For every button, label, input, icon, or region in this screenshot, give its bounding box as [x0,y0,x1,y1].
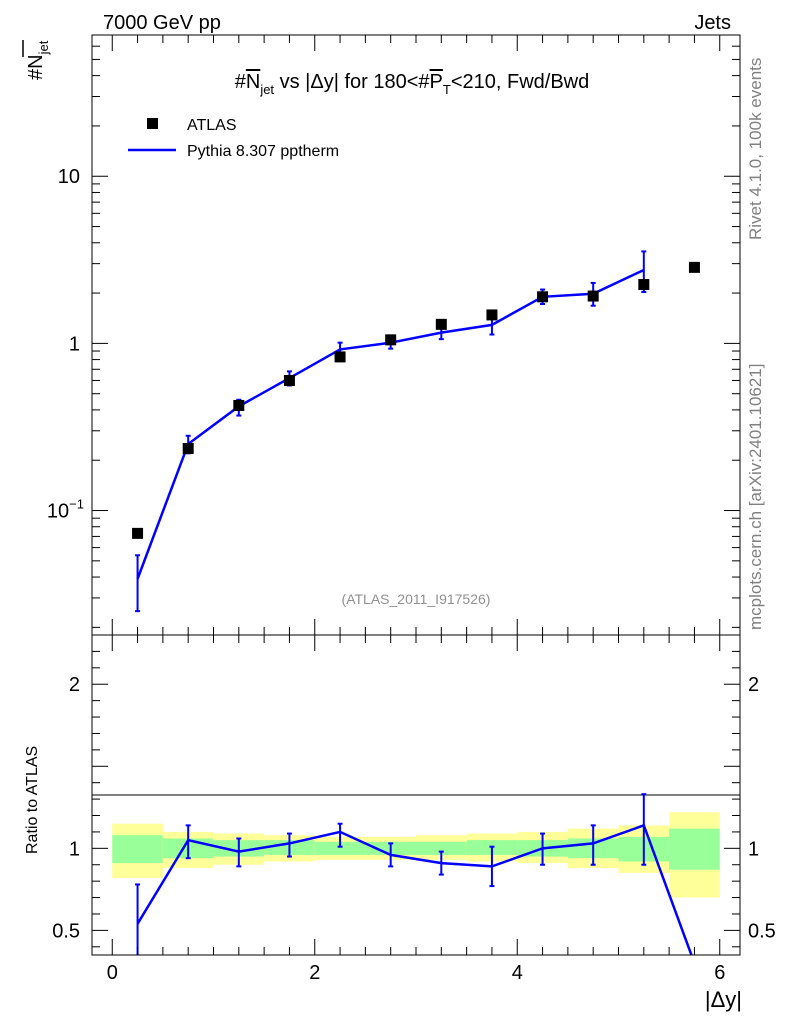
atlas-data-point [638,279,650,291]
mc-curve-main [135,250,647,613]
main-title: #Njet vs |Δy| for 180<#PT<210, Fwd/Bwd [235,71,590,97]
legend-atlas-marker [147,118,158,129]
mc-curve-ratio [135,793,693,955]
ratio-y-tick-label: 1 [69,838,80,860]
ratio-y-tick-label: 2 [69,674,80,696]
analysis-reference: (ATLAS_2011_I917526) [342,591,491,607]
ratio-y-tick-label-right: 0.5 [748,920,776,942]
category-label: Jets [694,12,731,34]
x-tick-label: 2 [309,962,320,984]
x-tick-label: 0 [107,962,118,984]
atlas-data-point [486,309,498,321]
atlas-data-point [688,261,700,273]
ratio-band-inner [112,835,163,864]
atlas-data-point [587,290,599,302]
x-tick-label: 6 [714,962,725,984]
mc-line [136,268,645,580]
legend-atlas-label: ATLAS [187,117,237,134]
x-axis-label: |Δy| [705,987,742,1012]
x-tick-label: 4 [512,962,523,984]
main-ylabel: #Njet [25,40,51,80]
atlas-data-point [435,318,447,330]
main-y-tick-label: 10 [58,166,80,188]
ratio-band-inner [669,828,720,870]
atlas-data-point [132,527,144,539]
legend: ATLAS Pythia 8.307 pptherm [128,117,339,160]
mcplots-label: mcplots.cern.ch [arXiv:2401.10621] [746,364,765,630]
atlas-data-point [385,334,397,346]
ratio-panel: 0.5 0.5 1 1 2 2 0 2 4 6 Ratio to ATLAS |Δy| [24,634,776,1012]
atlas-data-point [334,351,346,363]
legend-pythia-label: Pythia 8.307 pptherm [187,143,339,160]
title-n-overline: N [246,71,260,93]
main-y-tick-label: 10−1 [47,497,84,523]
data-markers-main [132,261,700,539]
ratio-mc-line [136,823,693,955]
title-p-overline: P [430,71,443,93]
energy-label: 7000 GeV pp [103,12,221,34]
ratio-y-tick-label-right: 2 [748,674,759,696]
atlas-data-point [182,443,194,455]
atlas-data-point [233,399,245,411]
ratio-y-tick-label-right: 1 [748,838,759,860]
main-y-tick-label: 1 [69,333,80,355]
ratio-band-inner [416,841,467,855]
rivet-version-label: Rivet 4.1.0, 100k events [746,58,765,240]
main-panel: 10−1 1 10 #Njet vs |Δy| for 180<#PT<210, F… [47,34,741,636]
ratio-ylabel: Ratio to ATLAS [24,746,41,854]
atlas-data-point [537,291,549,303]
atlas-data-point [283,374,295,386]
ratio-band-inner [314,841,366,855]
ratio-y-tick-label: 0.5 [52,920,80,942]
